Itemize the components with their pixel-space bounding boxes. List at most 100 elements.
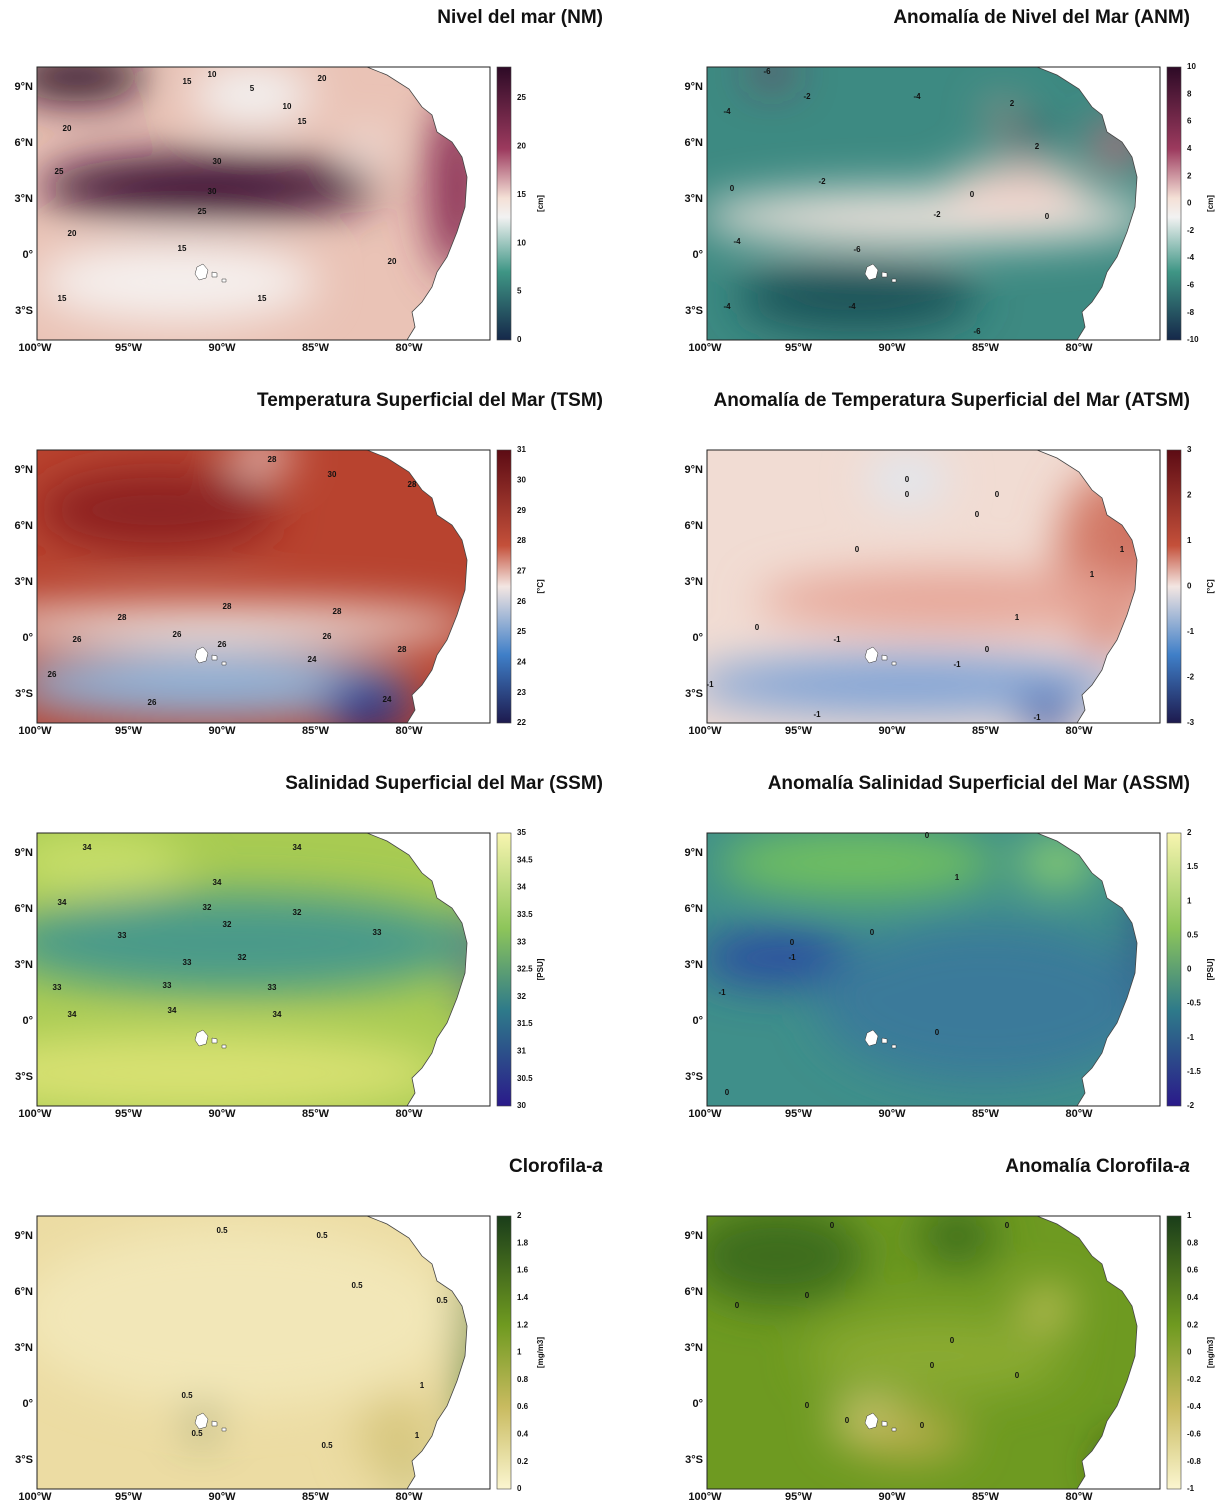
title-italic: a <box>1179 1156 1190 1177</box>
colorbar-tick-label: 1.6 <box>517 1266 529 1275</box>
contour-label: 2 <box>1035 142 1040 151</box>
contour-label: 20 <box>318 74 327 83</box>
field-blob <box>752 67 792 84</box>
field-blob <box>867 455 947 505</box>
colorbar-tick-label: 0.8 <box>1187 1238 1199 1247</box>
field-blob <box>1022 695 1072 723</box>
lat-label: 6°N <box>685 1286 704 1298</box>
lon-label: 80°W <box>1065 1108 1093 1120</box>
contour-label: 32 <box>203 903 212 912</box>
contour-label: 0 <box>1005 1221 1010 1230</box>
contour-label: 28 <box>408 480 417 489</box>
field-blob <box>37 1033 447 1106</box>
colorbar-tick-label: 15 <box>517 190 526 199</box>
lat-label: 0° <box>22 632 33 644</box>
contour-label: 26 <box>148 698 157 707</box>
panel-title: Temperatura Superficial del Mar (TSM) <box>257 390 603 411</box>
contour-label: 26 <box>323 632 332 641</box>
contour-label: -1 <box>718 988 726 997</box>
field-blob <box>37 155 377 219</box>
contour-label: 26 <box>73 635 82 644</box>
contour-label: 33 <box>118 931 127 940</box>
lat-label: 3°N <box>685 193 704 205</box>
contour-label: -1 <box>953 660 961 669</box>
lat-label: 3°S <box>685 305 703 317</box>
lat-label: 3°N <box>15 959 34 971</box>
contour-label: 0 <box>805 1291 810 1300</box>
contour-label: -4 <box>848 302 856 311</box>
lon-label: 100°W <box>688 342 722 354</box>
lat-label: 9°N <box>685 847 704 859</box>
contour-label: -6 <box>853 245 861 254</box>
contour-label: 33 <box>53 983 62 992</box>
contour-label: 15 <box>258 294 267 303</box>
contour-label: 0 <box>725 1088 730 1097</box>
contour-label: 33 <box>268 983 277 992</box>
contour-label: 30 <box>208 187 217 196</box>
contour-label: 34 <box>58 898 67 907</box>
lat-label: 9°N <box>15 81 34 93</box>
lon-label: 100°W <box>18 1491 52 1503</box>
colorbar-tick-label: 32 <box>517 992 526 1001</box>
lon-label: 85°W <box>972 1491 1000 1503</box>
land <box>1036 450 1160 723</box>
colorbar-tick-label: -1 <box>1187 1484 1195 1493</box>
colorbar-tick-label: 29 <box>517 506 526 515</box>
lat-label: 3°N <box>685 576 704 588</box>
contour-label: 0 <box>935 1028 940 1037</box>
lat-label: 3°S <box>685 1454 703 1466</box>
contour-label: 5 <box>250 84 255 93</box>
colorbar-tick-label: 31.5 <box>517 1019 533 1028</box>
colorbar-tick-label: 0.6 <box>517 1402 529 1411</box>
colorbar-units: [mg/m3] <box>1206 1337 1215 1368</box>
lon-label: 85°W <box>302 725 330 737</box>
lat-label: 0° <box>692 632 703 644</box>
lat-label: 3°S <box>15 305 33 317</box>
colorbar-tick-label: 0.5 <box>1187 930 1199 939</box>
lon-label: 85°W <box>302 1491 330 1503</box>
contour-label: 0 <box>975 510 980 519</box>
contour-label: 28 <box>223 602 232 611</box>
field-blob <box>37 605 477 645</box>
contour-label: 28 <box>398 645 407 654</box>
contour-label: 33 <box>163 981 172 990</box>
contour-label: 32 <box>293 908 302 917</box>
field-blob <box>717 833 997 898</box>
field-blob <box>37 242 317 322</box>
map-frame <box>706 1215 1161 1490</box>
field-blob <box>37 833 187 893</box>
contour-label: 26 <box>48 670 57 679</box>
contour-label: 33 <box>183 958 192 967</box>
contour-label: 0 <box>950 1336 955 1345</box>
lat-label: 3°N <box>15 576 34 588</box>
lat-label: 6°N <box>685 137 704 149</box>
field-blob <box>707 1216 867 1306</box>
lat-label: 9°N <box>15 1230 34 1242</box>
colorbar <box>496 832 512 1107</box>
colorbar-units: [mg/m3] <box>536 1337 545 1368</box>
field-blob <box>817 923 1157 1083</box>
contour-label: 20 <box>63 124 72 133</box>
land <box>366 67 490 340</box>
contour-label: 25 <box>198 207 207 216</box>
lon-label: 90°W <box>208 1491 236 1503</box>
field-blob <box>37 893 477 993</box>
contour-label: 0 <box>730 184 735 193</box>
colorbar-tick-label: 33 <box>517 937 526 946</box>
lat-label: 6°N <box>15 903 34 915</box>
contour-label: 1 <box>1015 613 1020 622</box>
contour-label: 24 <box>308 655 317 664</box>
contour-label: 0.5 <box>321 1441 333 1450</box>
contour-label: 0 <box>905 475 910 484</box>
land <box>366 1216 490 1489</box>
field-blob <box>192 67 312 125</box>
land <box>1036 833 1160 1106</box>
colorbar-tick-label: 0 <box>517 335 522 344</box>
lat-label: 3°S <box>15 1454 33 1466</box>
lon-label: 85°W <box>972 342 1000 354</box>
colorbar <box>496 1215 512 1490</box>
colorbar-tick-label: 32.5 <box>517 965 533 974</box>
contour-label: 1 <box>955 873 960 882</box>
